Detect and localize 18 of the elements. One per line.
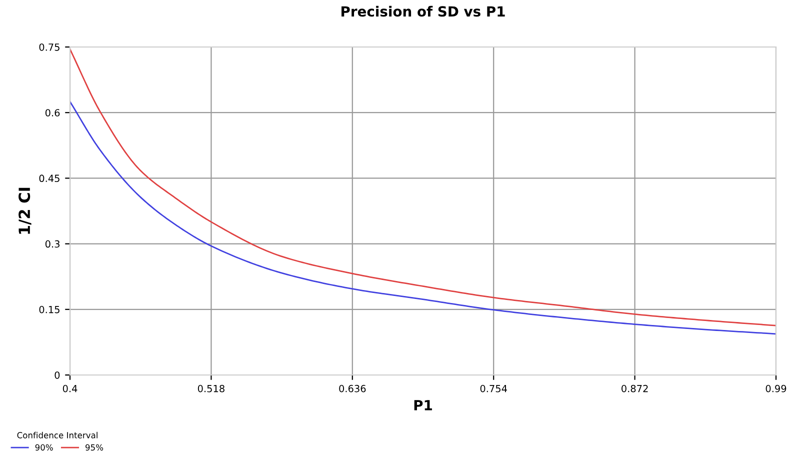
x-tick-label: 0.872 [622, 384, 648, 392]
y-tick-label: 0.15 [39, 306, 60, 314]
legend-label: 95% [86, 444, 104, 451]
y-tick-label: 0.45 [39, 174, 60, 182]
x-axis-title: P1 [414, 400, 432, 410]
x-tick-label: 0.4 [62, 384, 78, 392]
y-axis-title: 1/2 CI [18, 188, 32, 234]
x-tick-label: 0.518 [198, 384, 224, 392]
y-tick-label: 0.3 [45, 240, 60, 248]
x-tick-label: 0.636 [339, 384, 366, 392]
chart-title: Precision of SD vs P1 [342, 6, 505, 17]
x-tick-label: 0.754 [480, 384, 507, 392]
y-tick-label: 0.6 [45, 109, 60, 116]
y-tick-label: 0.75 [39, 43, 60, 51]
legend-label: 90% [35, 444, 53, 451]
legend-title: Confidence Interval [17, 432, 98, 438]
x-tick-label: 0.99 [766, 384, 786, 392]
y-tick-label: 0 [54, 371, 60, 379]
